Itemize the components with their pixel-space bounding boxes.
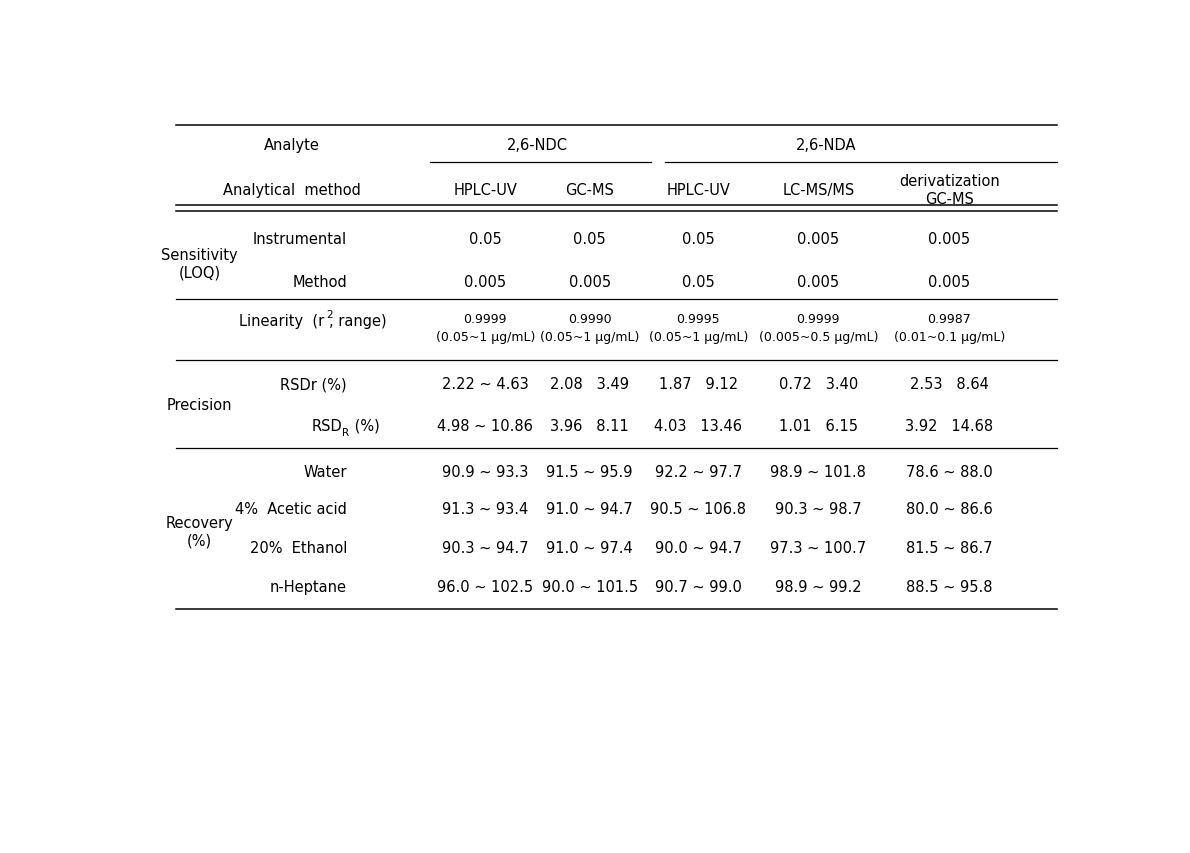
Text: (0.05~1 μg/mL): (0.05~1 μg/mL) <box>540 331 639 344</box>
Text: 91.0 ~ 97.4: 91.0 ~ 97.4 <box>546 540 633 555</box>
Text: Water: Water <box>303 465 347 479</box>
Text: 2.08   3.49: 2.08 3.49 <box>550 377 630 392</box>
Text: 90.0 ~ 101.5: 90.0 ~ 101.5 <box>541 579 638 594</box>
Text: Precision: Precision <box>167 397 232 412</box>
Text: GC-MS: GC-MS <box>565 183 614 198</box>
Text: 1.87   9.12: 1.87 9.12 <box>659 377 738 392</box>
Text: derivatization
GC-MS: derivatization GC-MS <box>898 174 1000 206</box>
Text: (0.005~0.5 μg/mL): (0.005~0.5 μg/mL) <box>758 331 878 344</box>
Text: 91.0 ~ 94.7: 91.0 ~ 94.7 <box>546 502 633 516</box>
Text: 2,6-NDA: 2,6-NDA <box>796 138 857 154</box>
Text: Method: Method <box>293 275 347 290</box>
Text: 0.9987: 0.9987 <box>927 312 971 326</box>
Text: 2.53   8.64: 2.53 8.64 <box>910 377 989 392</box>
Text: 3.92   14.68: 3.92 14.68 <box>906 418 994 433</box>
Text: 88.5 ~ 95.8: 88.5 ~ 95.8 <box>906 579 992 594</box>
Text: 0.9990: 0.9990 <box>568 312 612 326</box>
Text: 81.5 ~ 86.7: 81.5 ~ 86.7 <box>906 540 992 555</box>
Text: 0.005: 0.005 <box>797 232 839 247</box>
Text: 90.9 ~ 93.3: 90.9 ~ 93.3 <box>443 465 528 479</box>
Text: 0.05: 0.05 <box>682 232 715 247</box>
Text: 90.5 ~ 106.8: 90.5 ~ 106.8 <box>651 502 746 516</box>
Text: 3.96   8.11: 3.96 8.11 <box>550 418 630 433</box>
Text: 90.0 ~ 94.7: 90.0 ~ 94.7 <box>654 540 741 555</box>
Text: 96.0 ~ 102.5: 96.0 ~ 102.5 <box>437 579 533 594</box>
Text: 98.9 ~ 101.8: 98.9 ~ 101.8 <box>770 465 866 479</box>
Text: Analyte: Analyte <box>264 138 320 154</box>
Text: , range): , range) <box>328 314 387 328</box>
Text: 0.9995: 0.9995 <box>677 312 720 326</box>
Text: 92.2 ~ 97.7: 92.2 ~ 97.7 <box>654 465 741 479</box>
Text: 90.3 ~ 98.7: 90.3 ~ 98.7 <box>775 502 862 516</box>
Text: 0.005: 0.005 <box>928 275 970 290</box>
Text: n-Heptane: n-Heptane <box>270 579 347 594</box>
Text: 2,6-NDC: 2,6-NDC <box>507 138 568 154</box>
Text: Instrumental: Instrumental <box>253 232 347 247</box>
Text: Linearity  (r: Linearity (r <box>239 314 324 328</box>
Text: 0.05: 0.05 <box>574 232 606 247</box>
Text: 0.05: 0.05 <box>469 232 502 247</box>
Text: Recovery
(%): Recovery (%) <box>165 515 233 548</box>
Text: (%): (%) <box>350 418 380 433</box>
Text: 20%  Ethanol: 20% Ethanol <box>250 540 347 555</box>
Text: 91.3 ~ 93.4: 91.3 ~ 93.4 <box>443 502 528 516</box>
Text: R: R <box>343 427 350 437</box>
Text: 98.9 ~ 99.2: 98.9 ~ 99.2 <box>775 579 862 594</box>
Text: 0.05: 0.05 <box>682 275 715 290</box>
Text: (0.05~1 μg/mL): (0.05~1 μg/mL) <box>436 331 536 344</box>
Text: 1.01   6.15: 1.01 6.15 <box>778 418 858 433</box>
Text: 91.5 ~ 95.9: 91.5 ~ 95.9 <box>546 465 633 479</box>
Text: 90.3 ~ 94.7: 90.3 ~ 94.7 <box>441 540 528 555</box>
Text: Sensitivity
(LOQ): Sensitivity (LOQ) <box>161 248 238 281</box>
Text: HPLC-UV: HPLC-UV <box>666 183 731 198</box>
Text: RSD: RSD <box>312 418 343 433</box>
Text: 2: 2 <box>327 310 333 320</box>
Text: 80.0 ~ 86.6: 80.0 ~ 86.6 <box>906 502 992 516</box>
Text: 0.005: 0.005 <box>928 232 970 247</box>
Text: 4%  Acetic acid: 4% Acetic acid <box>236 502 347 516</box>
Text: 4.03   13.46: 4.03 13.46 <box>654 418 743 433</box>
Text: (0.01~0.1 μg/mL): (0.01~0.1 μg/mL) <box>894 331 1004 344</box>
Text: 4.98 ~ 10.86: 4.98 ~ 10.86 <box>438 418 533 433</box>
Text: 0.005: 0.005 <box>464 275 507 290</box>
Text: 90.7 ~ 99.0: 90.7 ~ 99.0 <box>654 579 741 594</box>
Text: Analytical  method: Analytical method <box>223 183 361 198</box>
Text: 0.9999: 0.9999 <box>464 312 507 326</box>
Text: 0.005: 0.005 <box>797 275 839 290</box>
Text: HPLC-UV: HPLC-UV <box>453 183 518 198</box>
Text: (0.05~1 μg/mL): (0.05~1 μg/mL) <box>649 331 749 344</box>
Text: LC-MS/MS: LC-MS/MS <box>782 183 854 198</box>
Text: 0.72   3.40: 0.72 3.40 <box>778 377 858 392</box>
Text: 97.3 ~ 100.7: 97.3 ~ 100.7 <box>770 540 866 555</box>
Text: RSDr (%): RSDr (%) <box>281 377 347 392</box>
Text: 0.005: 0.005 <box>569 275 610 290</box>
Text: 2.22 ~ 4.63: 2.22 ~ 4.63 <box>441 377 528 392</box>
Text: 78.6 ~ 88.0: 78.6 ~ 88.0 <box>906 465 992 479</box>
Text: 0.9999: 0.9999 <box>796 312 840 326</box>
